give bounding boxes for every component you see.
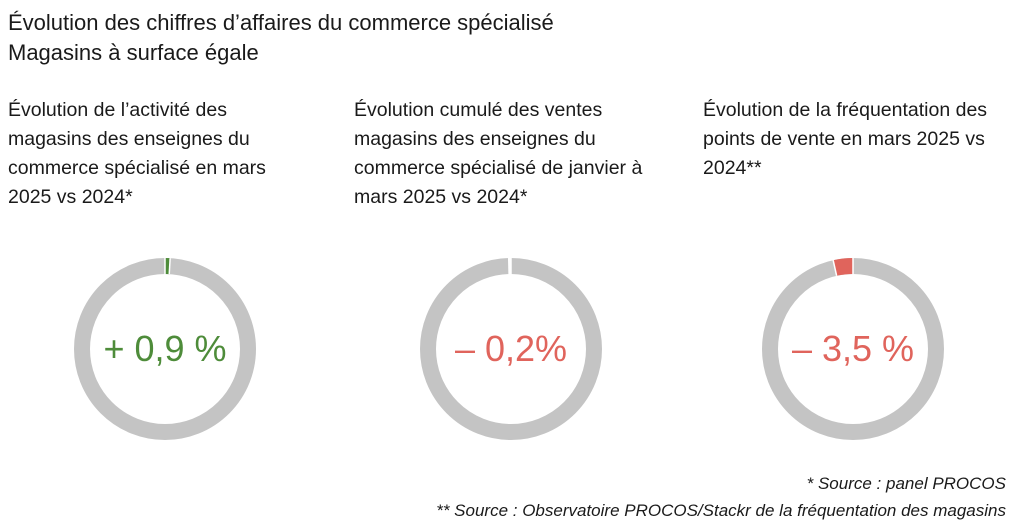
donut-svg: – 0,2% [420, 258, 602, 440]
donut-chart: – 0,2% [416, 254, 606, 444]
panel-title-line: Évolution de l’activité des [8, 99, 227, 121]
panel-title: Évolution cumulé des ventes magasins des… [354, 96, 674, 212]
donut-value-segment [833, 258, 854, 276]
donut-svg: – 3,5 % [762, 258, 944, 440]
footer-notes: * Source : panel PROCOS ** Source : Obse… [436, 470, 1006, 524]
panel-title-line: Évolution cumulé des ventes [354, 99, 603, 121]
donut-svg: + 0,9 % [74, 258, 256, 440]
panel-title-line: magasins des enseignes du [8, 128, 250, 150]
header: Évolution des chiffres d’affaires du com… [8, 8, 554, 68]
source-note: * Source : panel PROCOS [806, 474, 1006, 493]
panel-title-line: mars 2025 vs 2024* [354, 186, 528, 208]
panel-frequentation: Évolution de la fréquentation des points… [703, 96, 1023, 440]
donut-chart: – 3,5 % [758, 254, 948, 444]
panel-title-line: commerce spécialisé de janvier à [354, 157, 643, 179]
donut-segment-edge [168, 258, 171, 275]
donut-center-label: – 3,5 % [792, 328, 914, 369]
page-title: Évolution des chiffres d’affaires du com… [8, 10, 554, 35]
panel-ventes: Évolution cumulé des ventes magasins des… [354, 96, 674, 440]
donut-center-label: – 0,2% [455, 328, 567, 369]
panel-title-line: commerce spécialisé en mars [8, 157, 266, 179]
panel-title: Évolution de la fréquentation des points… [703, 96, 1023, 183]
donut-segment-edge [832, 260, 838, 276]
donut-center-label: + 0,9 % [103, 328, 226, 369]
panel-title: Évolution de l’activité des magasins des… [8, 96, 328, 212]
panel-title-line: Évolution de la fréquentation des [703, 99, 988, 121]
panel-title-line: points de vente en mars 2025 vs [703, 128, 985, 150]
donut-chart: + 0,9 % [70, 254, 260, 444]
panel-title-line: 2025 vs 2024* [8, 186, 133, 208]
source-note: ** Source : Observatoire PROCOS/Stackr d… [436, 501, 1006, 520]
page-subtitle: Magasins à surface égale [8, 40, 259, 65]
panel-title-line: magasins des enseignes du [354, 128, 596, 150]
panel-activite: Évolution de l’activité des magasins des… [8, 96, 328, 440]
panel-title-line: 2024** [703, 157, 762, 179]
